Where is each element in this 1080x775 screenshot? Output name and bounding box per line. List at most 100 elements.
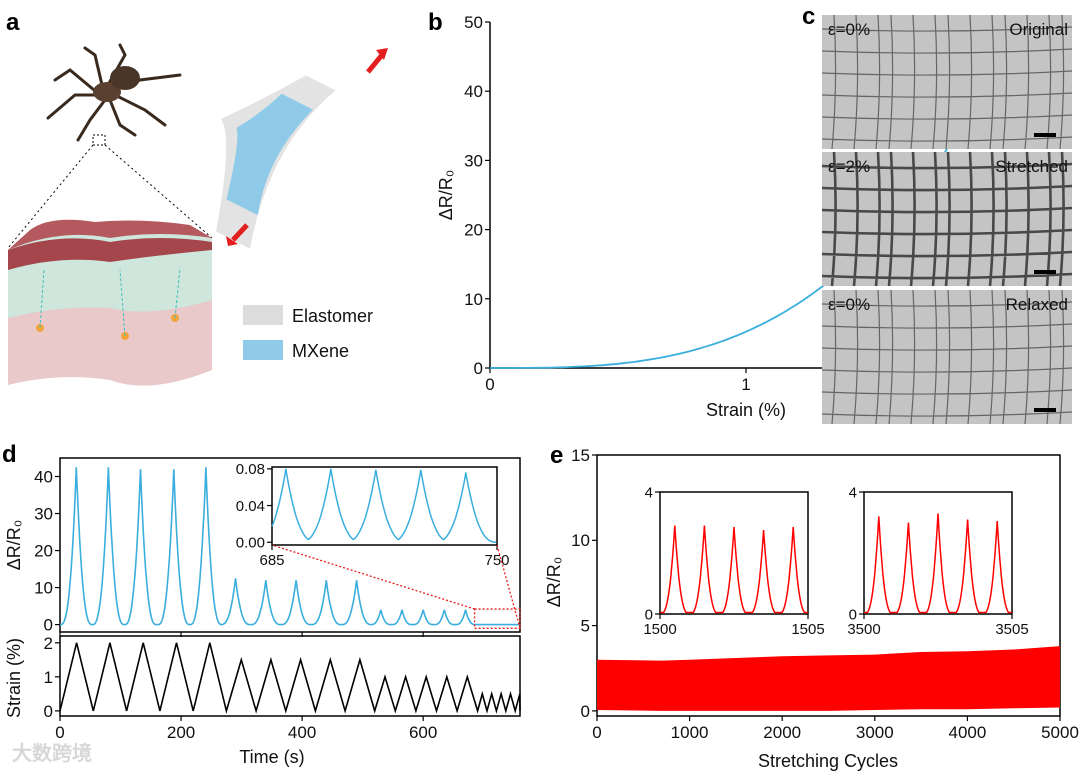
x-tick-label: 1500 <box>643 621 676 638</box>
panel-a: a Elastomer MXene <box>6 9 388 386</box>
crack-pattern <box>821 14 1073 150</box>
sem-image-background <box>822 15 1072 149</box>
x-tick-label: 2000 <box>763 723 801 742</box>
y-tick-label: 0 <box>474 359 483 378</box>
panel-d: d ΔR/R₀ Strain (%) Time (s) 010203040685… <box>2 441 521 767</box>
y-tick-label: 30 <box>464 151 483 170</box>
x-tick-label: 3500 <box>847 621 880 638</box>
panel-label-a: a <box>6 9 20 36</box>
y-axis-label-d-bottom: Strain (%) <box>4 638 24 718</box>
x-tick-label: 5000 <box>1041 723 1079 742</box>
panel-label-b: b <box>428 9 443 36</box>
strain-label: ε=0% <box>828 20 870 39</box>
x-tick-label: 1 <box>741 375 750 394</box>
inset-trace <box>864 513 1012 614</box>
y-tick-label: 0.04 <box>236 498 265 515</box>
spider-illustration <box>46 43 182 142</box>
plot-frame <box>659 491 809 615</box>
strain-trace <box>59 642 521 714</box>
x-tick-label: 750 <box>484 552 509 569</box>
y-tick-label: 1 <box>44 668 53 687</box>
y-tick-label: 0 <box>849 606 857 623</box>
x-tick-label: 600 <box>409 723 437 742</box>
y-tick-label: 0 <box>44 616 53 635</box>
x-tick-label: 1000 <box>671 723 709 742</box>
x-tick-label: 200 <box>167 723 195 742</box>
resistance-trace <box>60 467 520 626</box>
inset-trace <box>660 525 808 614</box>
panel-e: e ΔR/R₀ Stretching Cycles 0 1000 2000 3000 4… <box>544 442 1079 771</box>
legend-label-mxene: MXene <box>292 341 349 361</box>
inset-1: 3500 3505 0 4 <box>847 484 1028 638</box>
x-tick-label: 0 <box>55 723 64 742</box>
x-tick-label: 0 <box>485 375 494 394</box>
y-axis-label-d-top: ΔR/R₀ <box>4 520 24 571</box>
y-tick-label: 15 <box>571 446 590 465</box>
x-tick-label: 3505 <box>995 621 1028 638</box>
plot-frame <box>59 635 521 717</box>
skin-illustration <box>8 219 212 386</box>
zoom-lines <box>7 144 213 249</box>
plot-frame <box>271 466 498 546</box>
stretchable-strip <box>216 48 388 249</box>
legend-label-elastomer: Elastomer <box>292 306 373 326</box>
response-band <box>597 646 1060 711</box>
x-tick-label: 0 <box>592 723 601 742</box>
legend-swatch-mxene <box>243 340 283 360</box>
y-tick-label: 0.00 <box>236 534 265 551</box>
y-axis-label-b: ΔR/R₀ <box>436 170 456 221</box>
legend: Elastomer MXene <box>243 305 373 361</box>
y-tick-label: 5 <box>581 617 590 636</box>
x-tick-label: 400 <box>288 723 316 742</box>
y-axis-label-e: ΔR/R₀ <box>544 557 564 608</box>
y-tick-label: 10 <box>571 531 590 550</box>
y-tick-label: 20 <box>464 221 483 240</box>
y-tick-label: 50 <box>464 13 483 32</box>
zoom-box <box>92 134 106 146</box>
zoom-leader-lines <box>271 544 521 629</box>
sem-image-0: ε=0% Original <box>821 14 1073 150</box>
x-tick-label: 1505 <box>791 621 824 638</box>
y-tick-label: 10 <box>464 290 483 309</box>
state-label: Relaxed <box>1006 295 1068 314</box>
plot-frame <box>596 454 1061 717</box>
x-tick-label: 685 <box>259 552 284 569</box>
sem-image-1: ε=2% Stretched <box>821 151 1073 287</box>
sem-image-2: ε=0% Relaxed <box>821 289 1073 425</box>
x-tick-label: 3000 <box>856 723 894 742</box>
x-axis-label-b: Strain (%) <box>706 400 786 420</box>
legend-swatch-elastomer <box>243 305 283 325</box>
x-tick-label: 4000 <box>948 723 986 742</box>
panel-label-e: e <box>550 442 563 469</box>
crack-pattern <box>821 151 1073 287</box>
y-tick-label: 2 <box>44 634 53 653</box>
crack-pattern <box>821 289 1073 425</box>
y-tick-label: 40 <box>464 82 483 101</box>
strain-label: ε=0% <box>828 295 870 314</box>
plot-frame <box>59 457 521 633</box>
y-tick-label: 0 <box>645 606 653 623</box>
y-tick-label: 20 <box>34 542 53 561</box>
y-tick-label: 30 <box>34 504 53 523</box>
inset-resistance-trace <box>271 468 497 543</box>
sem-image-background <box>822 290 1072 424</box>
y-tick-label: 0 <box>581 702 590 721</box>
y-tick-label: 0.08 <box>236 461 265 478</box>
zoom-region-box <box>473 608 521 629</box>
y-tick-label: 40 <box>34 467 53 486</box>
strain-label: ε=2% <box>828 157 870 176</box>
panel-label-c: c <box>802 3 815 30</box>
plot-frame <box>863 491 1013 615</box>
y-tick-label: 4 <box>849 484 857 501</box>
y-tick-label: 4 <box>645 484 653 501</box>
state-label: Original <box>1009 20 1068 39</box>
x-axis-label-e: Stretching Cycles <box>758 751 898 771</box>
watermark: 大数跨境 <box>12 741 92 765</box>
x-axis-label-d: Time (s) <box>239 747 304 767</box>
panel-c: c ε=0% Original ε=2% Stretched ε=0% Relaxed <box>802 3 1073 425</box>
state-label: Stretched <box>995 157 1068 176</box>
y-tick-label: 0 <box>44 702 53 721</box>
y-tick-label: 10 <box>34 579 53 598</box>
panel-label-d: d <box>2 441 17 468</box>
